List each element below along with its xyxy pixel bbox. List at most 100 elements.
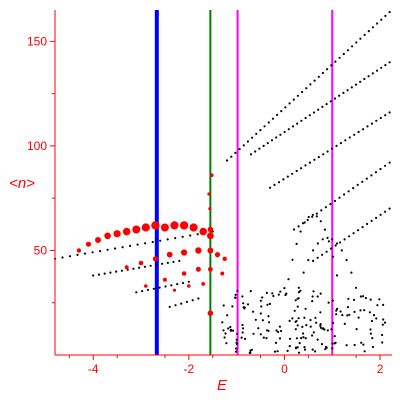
band-6-point <box>187 280 190 283</box>
cloud-point <box>362 343 365 346</box>
band-5-point <box>322 153 325 156</box>
band-9-point <box>325 250 328 253</box>
cloud-point <box>265 337 268 340</box>
cloud-point <box>275 329 278 332</box>
band-8-point <box>191 299 194 302</box>
red-point <box>85 241 92 247</box>
band-4-point <box>143 265 146 268</box>
cloud-point <box>343 322 346 325</box>
red-point <box>162 277 167 282</box>
cloud-point <box>241 331 244 334</box>
band-1-point <box>367 30 370 33</box>
cloud-point <box>333 335 336 338</box>
cloud-point <box>259 333 262 336</box>
red-point <box>170 221 179 230</box>
band-3-point <box>283 130 286 134</box>
band-5-point <box>291 172 294 175</box>
band-1-point <box>309 83 312 86</box>
band-1-point <box>238 148 241 151</box>
cloud-point <box>314 316 317 319</box>
band-9-point <box>330 247 333 250</box>
band-8-point <box>185 300 188 303</box>
red-point <box>201 282 206 286</box>
cloud-point <box>249 349 252 352</box>
band-3-point <box>296 122 299 125</box>
band-5-point <box>339 142 342 145</box>
band-9-point <box>388 207 391 210</box>
band-5-point <box>388 111 391 114</box>
band-3-point <box>350 86 353 89</box>
red-point <box>207 247 214 254</box>
cloud-point <box>249 351 252 354</box>
band-4-point <box>166 261 169 264</box>
band-5-point <box>379 116 382 120</box>
cloud-point <box>278 337 282 340</box>
band-1-point <box>313 79 316 82</box>
arc-1-point <box>287 278 290 281</box>
band-1-point <box>384 14 387 17</box>
cloud-point <box>331 299 334 302</box>
cloud-point <box>246 303 250 306</box>
band-9-point <box>321 253 324 256</box>
arc-2-point <box>345 259 348 262</box>
cloud-point <box>296 297 299 300</box>
band-2-point <box>61 256 64 259</box>
band-2-point <box>166 238 169 241</box>
arc-1-point <box>327 240 330 243</box>
band-5-point <box>384 114 387 117</box>
cloud-point <box>236 332 239 335</box>
band-2-point <box>76 253 79 256</box>
band-1-point <box>376 22 379 25</box>
cloud-point <box>299 289 302 292</box>
band-4-point <box>97 273 101 276</box>
cloud-point <box>369 328 372 331</box>
band-5-point <box>348 136 351 139</box>
band-1-point <box>288 102 291 105</box>
band-1-point <box>226 159 229 162</box>
band-3-point <box>388 61 391 64</box>
red-point <box>208 266 213 272</box>
band-7-point <box>297 225 300 228</box>
cloud-point <box>355 328 358 331</box>
cloud-point <box>260 305 263 308</box>
band-6-point <box>170 284 173 287</box>
band-3-point <box>258 147 261 150</box>
cloud-point <box>316 338 319 341</box>
cloud-point <box>330 328 333 331</box>
band-5-point <box>282 178 285 181</box>
cloud-point <box>300 337 303 340</box>
band-4-point <box>132 267 135 270</box>
arc-2-point <box>297 286 300 289</box>
cloud-point <box>244 337 247 340</box>
red-point <box>104 232 111 240</box>
band-5-point <box>326 150 329 153</box>
cloud-point <box>221 321 224 324</box>
cloud-point <box>279 290 282 293</box>
band-3-point <box>300 119 303 122</box>
data-points <box>53 11 391 354</box>
cloud-point <box>271 292 274 295</box>
cloud-point <box>291 317 294 320</box>
cloud-point <box>360 341 363 344</box>
arc-2-point <box>302 271 305 274</box>
band-3-point <box>321 105 324 108</box>
band-3-point <box>354 83 358 86</box>
band-3-point <box>333 97 337 100</box>
band-3-point <box>291 125 295 128</box>
red-point <box>113 230 121 238</box>
arc-1-point <box>291 258 294 261</box>
band-7-point <box>356 183 359 186</box>
band-1-point <box>301 90 304 94</box>
band-5-point <box>300 167 303 170</box>
cloud-point <box>262 336 265 339</box>
cloud-point <box>312 331 315 334</box>
band-6-point <box>158 286 161 289</box>
cloud-point <box>295 346 298 349</box>
arc-1-point <box>307 215 310 219</box>
cloud-point <box>252 310 255 313</box>
cloud-point <box>280 329 283 333</box>
cloud-point <box>225 342 228 345</box>
band-1-point <box>338 56 341 59</box>
cloud-point <box>265 291 268 294</box>
cloud-point <box>357 316 360 319</box>
